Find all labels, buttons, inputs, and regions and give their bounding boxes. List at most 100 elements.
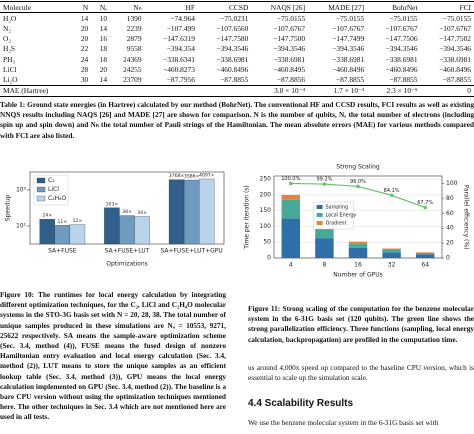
table-cell: −74.964 [170,13,195,23]
chart-title: Strong Scaling [336,164,380,171]
table-cell: −87.7956 [166,74,195,84]
table-cell: −394.3546 [216,44,249,54]
table-cell: −107.499 [166,23,195,33]
bar-segment [281,199,301,219]
table-cell: 1.7 × 10⁻³ [333,86,365,96]
y2-tick-label: 100 [446,180,458,187]
table-cell [72,85,91,96]
y-tick-label: 50 [263,239,271,246]
efficiency-marker [322,182,327,186]
table-cell: MAE (Hartree) [3,86,49,96]
bar-segment [315,238,334,258]
column-header: Molecule [3,2,31,12]
table-cell: 18 [99,44,108,54]
table-cell: 2.3 × 10⁻⁵ [386,86,418,96]
table-cell: −75.0155 [442,13,471,23]
bar [69,224,86,245]
legend-label: Gradient [326,221,347,227]
table-cell: 20 [80,23,89,33]
table-cell: −460.8496 [439,64,471,74]
table-cell: −394.3546 [273,44,306,54]
legend-swatch [316,213,323,217]
legend-swatch [36,177,46,184]
bar [134,216,150,245]
table-row: O₂ 20 16 2879 −147.6319 −147.7580 −147.7500 −14… [0,34,474,44]
y2-tick-label: 20 [446,240,454,247]
figure-11-caption: Figure 11: Strong scaling of the computa… [248,304,474,345]
table-cell: −460.8273 [163,64,195,74]
table-cell: 20 [80,34,89,44]
bar-segment [348,247,368,258]
y-tick-label: 250 [260,176,272,183]
bar-segment [382,252,401,258]
table-cell: −394.354 [166,44,195,54]
table-cell: −87.8855 [335,74,365,84]
caption-text: The runtimes for local energy calculatio… [0,290,226,422]
x-tick-label: 8 [322,262,326,269]
table-cell: −75.0155 [276,13,306,23]
table-row: MAE (Hartree) 3.8 × 10⁻⁴ 1.7 × 10⁻³ 2.3 × 1… [0,85,474,97]
legend-label: Sampling [326,205,348,211]
bar-segment [348,241,368,244]
table-cell: −147.6319 [163,34,195,44]
x-tick-label: SA+FUSE+LUT+GPU [161,248,223,255]
table-cell: −394.3546 [385,44,418,54]
table-cell: Li₂O [3,74,18,84]
table-cell: −394.3546 [332,44,365,54]
y-tick-label: 150 [260,207,272,214]
efficiency-label: 99.2% [316,177,332,183]
table-cell: H₂S [3,44,16,54]
bar-value-label: 3768× [169,173,185,179]
section-text: We use the benzene molecular system in t… [248,418,439,427]
table-cell: N₂ [3,23,11,33]
table-cell: −107.6767 [385,23,418,33]
bar-segment [315,228,334,239]
legend-swatch [36,186,46,193]
bar-segment [415,254,435,258]
bar-segment [382,249,401,253]
table-cell: −87.8855 [389,74,418,84]
x-tick-label: 32 [388,262,396,269]
figure-10-chart: 10¹ 10³ Speedup Optimizations SA+FUSE 24× 11× 1… [5,171,225,268]
table-body: H₂O 14 10 1390 −74.964 −75.0231 −75.0155 −75.01… [0,13,474,97]
column-header: CCSD [229,2,249,12]
y2-axis-label: Parallel efficiency (%) [463,185,470,250]
table-cell: −107.6560 [216,23,249,33]
y-axis-label: Time per iteration (s) [244,185,251,250]
table-caption: Table 1: Ground state energies (in Hartr… [0,100,474,140]
table-cell: −147.7500 [273,34,306,44]
table-cell: 0 [467,86,471,96]
y2-tick-label: 40 [446,225,454,232]
x-tick-label: 4 [289,262,293,269]
bar-segment [281,194,301,200]
bar-value-label: 3586× [184,174,200,180]
table-cell [110,85,144,96]
bar-value-label: 103× [106,201,119,207]
table-cell: 9558 [126,44,142,54]
figure-10-caption: Figure 10: The runtimes for local energy… [0,290,226,423]
bar-value-label: 34× [137,210,147,216]
bar-segment [348,243,368,248]
y-tick-label: 10¹ [16,223,27,230]
table-cell: 24255 [123,64,142,74]
table-cell: 2879 [126,34,142,44]
column-header: FCI [459,2,471,12]
caption-text: Strong scaling of the computation for th… [248,304,474,344]
bar-value-label: 38× [122,209,132,215]
table-header: Molecule N Nₑ Nₕ HF CCSD NAQS [26] MADE [27] Boh… [0,1,474,13]
column-header: BohrNet [392,2,418,12]
table-cell: −147.7502 [439,34,471,44]
column-header: Nₕ [133,2,142,12]
table-cell: LiCl [3,64,17,74]
legend-label: LiCl [48,186,59,193]
column-header: MADE [27] [328,2,365,12]
section-heading: 4.4 Scalability Results [248,398,354,409]
y2-tick-label: 0 [446,255,450,262]
table-cell [145,85,198,96]
efficiency-label: 100.0% [281,176,300,182]
legend-label: C₂H₄O [48,195,67,202]
table-cell: PH₃ [3,54,16,64]
table-cell: −460.8496 [385,64,418,74]
efficiency-label: 96.0% [350,179,366,185]
